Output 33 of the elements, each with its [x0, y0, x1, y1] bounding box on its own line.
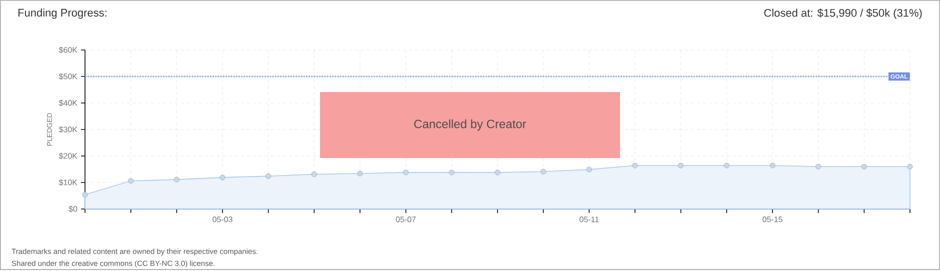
x-tick-label: 05-15: [762, 216, 782, 222]
point: [220, 174, 226, 180]
x-tick-label: 05-07: [396, 216, 416, 222]
y-tick-label: $50K: [58, 73, 78, 80]
y-tick-label: $30K: [58, 126, 78, 133]
y-tick-label: $20K: [58, 152, 78, 160]
point: [448, 170, 454, 176]
point: [861, 164, 867, 170]
point: [128, 178, 134, 184]
annotation: Cancelled by Creator: [414, 119, 526, 131]
chart-subtitle: Closed at: $15,990 / $50k (31%): [764, 8, 922, 20]
point: [770, 162, 776, 168]
point: [174, 176, 180, 182]
x-tick-label: 05-11: [580, 216, 599, 222]
point: [907, 164, 913, 170]
y-tick-label: $40K: [58, 100, 78, 106]
point: [586, 166, 592, 172]
x-tick-label: 05-03: [212, 216, 232, 222]
point: [82, 192, 88, 198]
point: [540, 168, 546, 175]
point: [678, 162, 684, 168]
point: [311, 172, 317, 178]
point: [816, 164, 822, 170]
y-tick-label: $0: [68, 206, 78, 212]
point: [494, 170, 500, 176]
point: [632, 162, 638, 168]
chart-title: Funding Progress:: [18, 8, 106, 19]
point: [357, 170, 363, 176]
y-tick-label: $10K: [58, 179, 78, 186]
y-tick-label: $60K: [58, 46, 78, 54]
point: [403, 170, 409, 176]
point: [266, 173, 272, 180]
point: [724, 162, 730, 168]
